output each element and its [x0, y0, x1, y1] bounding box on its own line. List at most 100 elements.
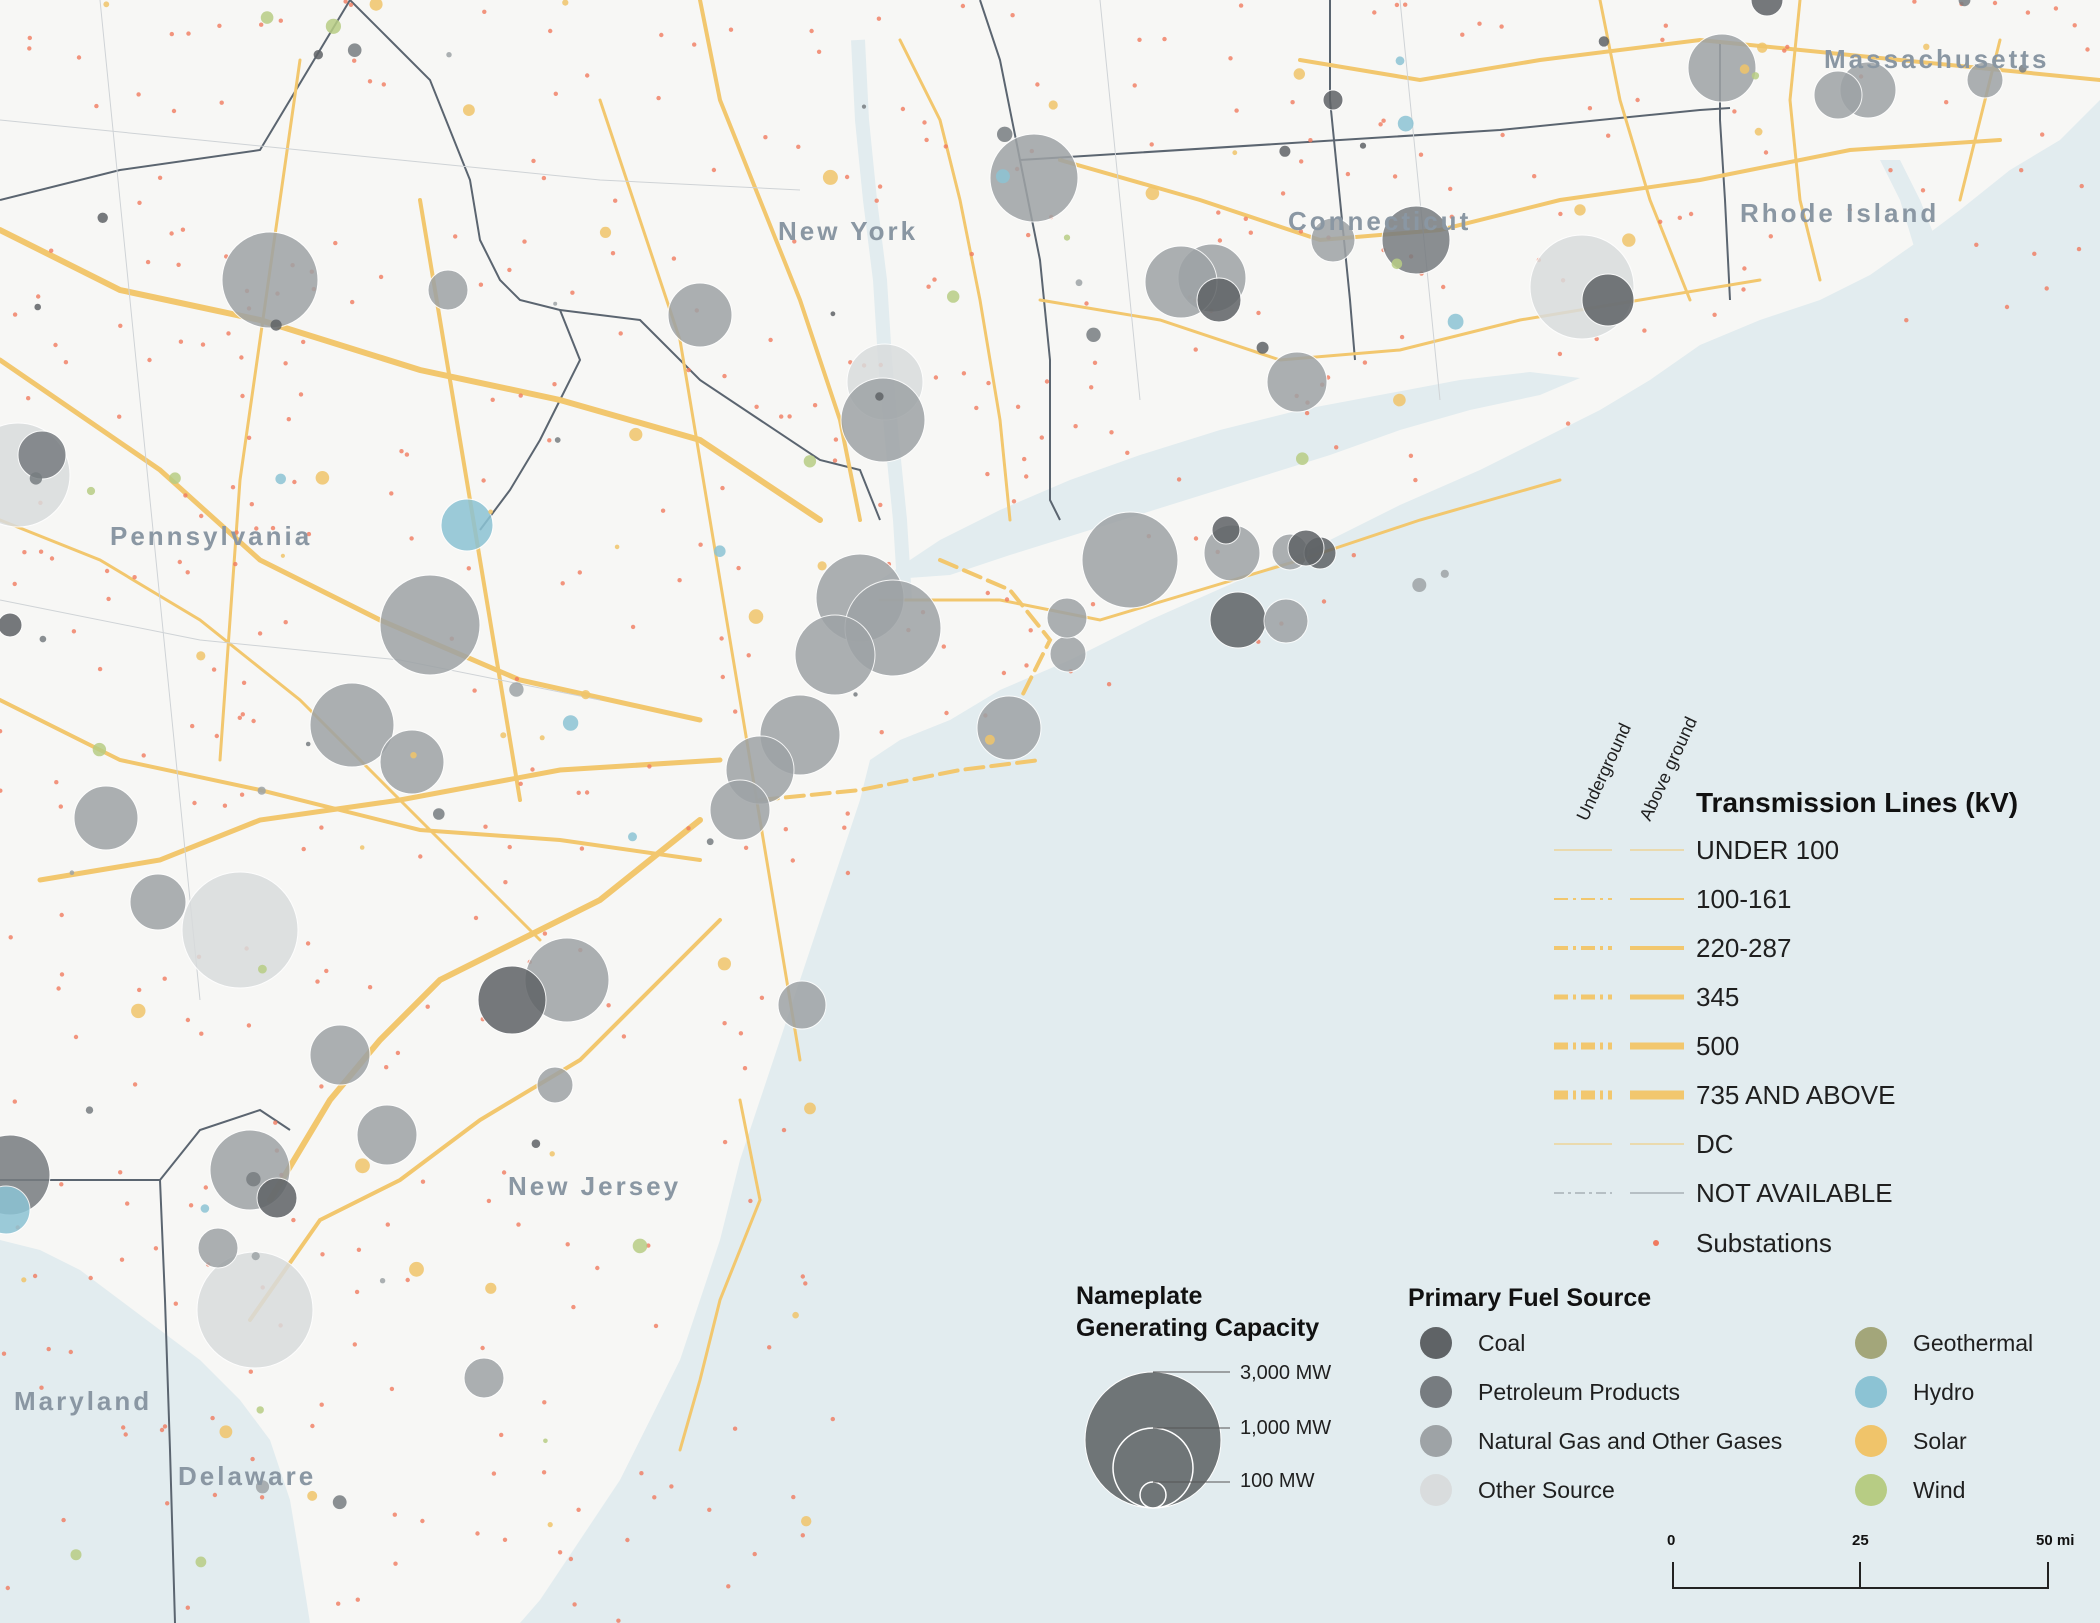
power-plant-bubble: [1757, 42, 1768, 53]
substation-dot: [1782, 48, 1787, 53]
substation-dot: [219, 100, 224, 105]
capacity-label-1000: 1,000 MW: [1240, 1417, 1331, 1439]
scale-label-25: 25: [1852, 1532, 1869, 1549]
substation-dot: [877, 184, 883, 189]
power-plant-bubble: [1075, 279, 1083, 287]
power-plant-bubble: [257, 786, 266, 795]
substation-dot: [900, 106, 906, 112]
power-plant-bubble: [947, 290, 960, 303]
hudson-river: [851, 39, 912, 601]
substation-dot: [728, 27, 734, 32]
power-plant-bubble: [427, 269, 469, 311]
substation-dot: [26, 396, 31, 401]
substation-dot: [542, 1400, 547, 1405]
substation-dot: [1642, 328, 1647, 333]
fuel-swatch: [1420, 1376, 1452, 1408]
substation-dot: [501, 1170, 507, 1175]
power-plant-bubble: [255, 1480, 270, 1494]
state-label: Pennsylvania: [110, 521, 312, 551]
substation-dot: [36, 294, 41, 299]
substation-dot: [2032, 251, 2037, 256]
power-plant-bubble: [85, 1106, 94, 1114]
power-plant-bubble: [1266, 351, 1328, 413]
substation-dot: [845, 870, 851, 876]
power-plant-bubble: [1279, 145, 1291, 157]
power-plant-bubble: [549, 1151, 555, 1157]
power-plant-bubble: [543, 1438, 548, 1444]
power-plant-bubble: [1086, 327, 1101, 342]
substation-dot: [2079, 183, 2084, 189]
substation-dot: [292, 479, 297, 485]
substation-dot: [803, 1281, 808, 1286]
substation-dot: [686, 367, 691, 373]
capacity-label-3000: 3,000 MW: [1240, 1362, 1331, 1384]
substation-dot: [743, 845, 749, 850]
substation-dot: [759, 995, 765, 1000]
power-plant-bubble: [356, 1104, 418, 1166]
substation-dot: [217, 23, 222, 28]
power-plant-bubble: [562, 0, 569, 6]
substation-dot: [306, 531, 312, 537]
power-plant-bubble: [599, 226, 612, 238]
substation-dot: [141, 753, 146, 758]
substation-dot: [1944, 100, 1949, 105]
power-plant-bubble: [1598, 36, 1610, 47]
substation-dot: [214, 733, 219, 739]
power-plant-bubble: [251, 1252, 260, 1261]
power-plant-bubble: [1232, 150, 1238, 156]
substation-dot: [686, 826, 691, 831]
substation-dot: [254, 526, 259, 531]
substation-dot: [404, 452, 410, 457]
substation-dot: [178, 339, 184, 344]
power-plant-bubble: [553, 301, 558, 306]
substation-dot: [486, 1198, 492, 1204]
substation-dot: [283, 361, 288, 366]
substation-dot: [531, 158, 536, 164]
substation-dot: [246, 1023, 252, 1028]
substation-dot: [177, 559, 182, 565]
power-plant-bubble: [1412, 578, 1427, 592]
substation-dot: [1084, 301, 1089, 306]
power-plant-bubble: [347, 43, 362, 57]
substation-dot: [1677, 215, 1683, 220]
state-label: Massachusetts: [1824, 44, 2049, 74]
substation-dot: [49, 248, 54, 253]
state-labels: Pennsylvania New York Connecticut Massac…: [14, 44, 2049, 1491]
substation-dot: [787, 414, 792, 419]
substation-dot: [58, 804, 63, 809]
substation-dot: [707, 1507, 712, 1513]
substation-dot: [742, 1066, 748, 1071]
substation-dot: [800, 1274, 805, 1279]
substation-dot: [932, 277, 937, 282]
substation-dot: [200, 342, 206, 347]
substation-dot: [239, 355, 244, 360]
power-plant-bubble: [379, 574, 481, 676]
power-plant-bubble: [92, 742, 107, 757]
power-plant-bubble: [861, 104, 867, 109]
substation-dot: [1351, 553, 1357, 558]
capacity-title-line2: Generating Capacity: [1076, 1314, 1319, 1342]
substation-dot: [389, 491, 394, 496]
substation-dot: [1125, 450, 1130, 455]
power-plant-bubble: [34, 303, 41, 311]
substation-dot: [502, 1537, 508, 1543]
power-plant-bubble: [73, 785, 139, 851]
substation-dot: [132, 575, 137, 580]
power-plant-bubble: [1391, 258, 1403, 270]
substation-dot: [59, 972, 65, 977]
substation-dot: [352, 1342, 357, 1347]
substation-dot: [291, 1217, 296, 1223]
power-plant-bubble: [463, 104, 475, 116]
state-label: Rhode Island: [1740, 198, 1939, 228]
substation-dot: [273, 1120, 278, 1125]
power-plant-bubble: [1923, 43, 1930, 50]
substation-dot: [320, 1252, 325, 1257]
substation-dot: [1635, 97, 1640, 103]
substation-dot: [1768, 234, 1774, 239]
substation-dot: [0, 788, 3, 793]
substation-dot: [677, 578, 682, 583]
substation-dot: [27, 35, 32, 41]
substation-dot: [1920, 188, 1926, 193]
substation-dot: [1785, 44, 1790, 50]
substation-dot: [481, 478, 486, 483]
